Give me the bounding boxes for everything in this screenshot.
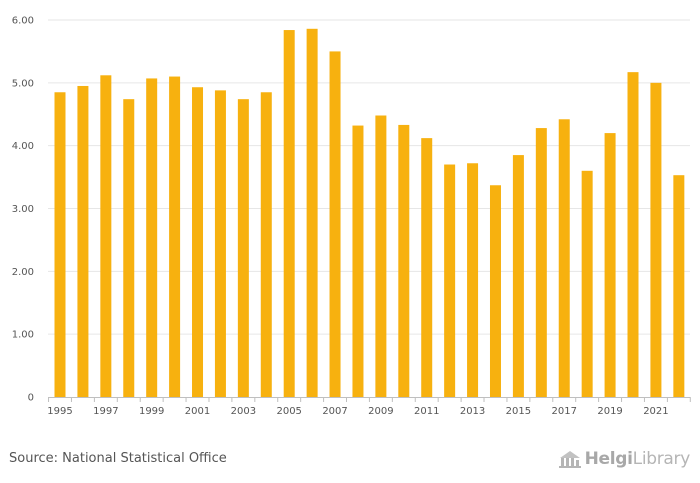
bar-2016: [535, 128, 547, 397]
y-tick-label: 2.00: [12, 267, 34, 278]
bar-2022: [673, 175, 685, 397]
x-tick-label: 2019: [597, 406, 622, 417]
x-tick-label: 1997: [93, 406, 118, 417]
x-tick-label: 2015: [506, 406, 531, 417]
bar-2010: [398, 124, 410, 397]
x-tick-label: 2001: [185, 406, 210, 417]
bar-2006: [306, 28, 318, 398]
y-axis-ticks: 0 1.00 2.00 3.00 4.00 5.00 6.00: [12, 16, 34, 404]
bar-1998: [123, 99, 135, 398]
bar-2009: [375, 115, 387, 398]
bar-2004: [260, 92, 272, 397]
bar-2017: [558, 119, 570, 397]
logo-suffix: Library: [632, 449, 691, 469]
x-axis: [48, 397, 691, 402]
x-tick-label: 2007: [322, 406, 347, 417]
x-tick-label: 2017: [552, 406, 577, 417]
x-tick-label: 2003: [231, 406, 256, 417]
x-tick-label: 1999: [139, 406, 164, 417]
bar-2012: [444, 164, 456, 397]
bar-chart: 0 1.00 2.00 3.00 4.00 5.00 6.00 1995 1997 1999 20…: [12, 16, 691, 417]
bar-1996: [77, 85, 89, 397]
bar-2011: [421, 138, 433, 398]
x-tick-label: 2021: [643, 406, 668, 417]
bar-2002: [214, 90, 226, 397]
x-axis-ticks: 1995 1997 1999 2001 2003 2005 2007 2009 2011 2013…: [47, 406, 668, 417]
bar-2021: [650, 82, 662, 397]
logo-text: HelgiLibrary: [584, 449, 691, 469]
x-tick-label: 2005: [276, 406, 301, 417]
grid-lines: [48, 19, 690, 335]
bar-2019: [604, 133, 616, 397]
x-tick-label: 2009: [368, 406, 393, 417]
bar-2013: [467, 163, 479, 397]
y-tick-label: 3.00: [12, 204, 34, 215]
x-tick-label: 1995: [47, 406, 72, 417]
bar-2008: [352, 125, 364, 397]
y-tick-label: 5.00: [12, 78, 34, 89]
bar-2003: [237, 99, 249, 398]
x-tick-label: 2013: [460, 406, 485, 417]
helgi-building-icon: [558, 451, 581, 468]
bar-2005: [283, 30, 295, 397]
bar-2000: [169, 76, 181, 398]
bar-2020: [627, 72, 639, 397]
y-tick-label: 6.00: [12, 16, 34, 27]
bar-1999: [146, 78, 158, 397]
bar-2018: [581, 170, 593, 397]
chart-footer: Source: National Statistical Office Helg…: [0, 444, 700, 483]
logo-brand: Helgi: [584, 449, 633, 469]
x-tick-label: 2011: [414, 406, 439, 417]
bar-2015: [512, 155, 524, 397]
bar-2001: [192, 87, 204, 398]
y-tick-label: 1.00: [12, 330, 34, 341]
bar-1995: [54, 92, 66, 397]
bar-1997: [100, 75, 112, 397]
helgi-library-logo[interactable]: HelgiLibrary: [558, 447, 690, 471]
y-tick-label: 4.00: [12, 141, 34, 152]
bars: [54, 28, 685, 398]
source-note: Source: National Statistical Office: [9, 451, 227, 466]
y-tick-label: 0: [28, 393, 34, 404]
bar-2007: [329, 51, 341, 398]
bar-2014: [489, 185, 501, 397]
